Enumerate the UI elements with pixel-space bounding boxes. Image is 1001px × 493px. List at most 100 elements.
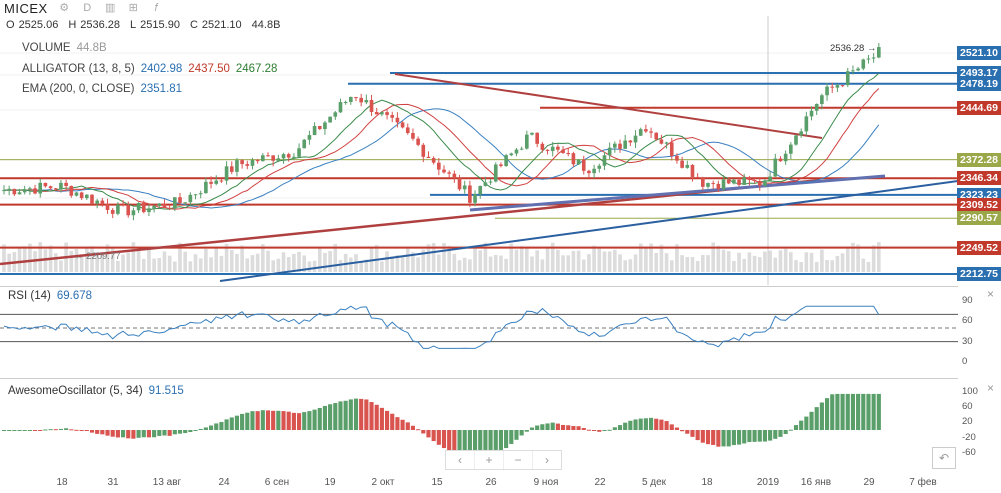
- rsi-legend[interactable]: RSI (14) 69.678: [8, 290, 92, 302]
- candle: [380, 112, 384, 115]
- ao-bar: [747, 430, 752, 443]
- ao-bar: [353, 398, 359, 430]
- ao-bar: [529, 427, 535, 430]
- price-chart[interactable]: [0, 0, 958, 285]
- ao-bar: [721, 430, 726, 447]
- candle: [292, 156, 296, 158]
- volume-bar: [726, 251, 731, 272]
- zoom-in-button[interactable]: +: [475, 451, 504, 469]
- candle: [473, 194, 477, 203]
- candle: [286, 154, 291, 158]
- ao-legend[interactable]: AwesomeOscillator (5, 34) 91.515: [8, 385, 184, 397]
- candle: [219, 180, 224, 182]
- ao-bar: [457, 430, 462, 451]
- ao-bar: [576, 426, 581, 430]
- undo-button[interactable]: ↶: [932, 447, 956, 469]
- ema-legend[interactable]: EMA (200, 0, CLOSE) 2351.81: [22, 83, 182, 95]
- candle: [395, 117, 400, 123]
- zoom-controls: ‹ + − ›: [445, 450, 562, 470]
- alligator-teeth-line: [4, 88, 880, 210]
- ao-bar: [633, 419, 638, 430]
- volume-bar: [457, 260, 462, 272]
- candle: [592, 168, 596, 174]
- ema200-line: [469, 174, 886, 212]
- candle: [193, 194, 198, 196]
- volume-bar: [110, 247, 115, 272]
- volume-bar: [385, 251, 389, 272]
- ao-bar: [322, 405, 328, 430]
- rsi-name: RSI (14): [8, 290, 51, 302]
- volume-bar: [297, 251, 301, 272]
- interval-selector[interactable]: D: [83, 1, 92, 14]
- volume-bar: [866, 261, 871, 272]
- settings-icon[interactable]: ⚙: [59, 1, 70, 14]
- alligator-legend[interactable]: ALLIGATOR (13, 8, 5) 2402.98 2437.50 246…: [22, 63, 277, 75]
- indicators-icon[interactable]: 𝑓: [154, 1, 158, 14]
- volume-bar: [493, 254, 498, 272]
- candle: [255, 159, 260, 162]
- alligator-name: ALLIGATOR (13, 8, 5): [22, 63, 135, 75]
- ao-bar: [245, 412, 250, 430]
- volume-bar: [229, 250, 234, 272]
- ao-bar: [79, 430, 84, 431]
- ao-bar: [835, 393, 840, 430]
- ao-bar: [12, 430, 17, 431]
- ao-bar: [219, 421, 224, 430]
- volume-bar: [509, 243, 514, 272]
- ao-bar: [89, 430, 95, 433]
- candle: [261, 155, 265, 162]
- volume-bar: [22, 246, 27, 272]
- ao-chart[interactable]: [0, 378, 958, 474]
- x-tick: 15: [431, 477, 443, 488]
- candle: [789, 144, 793, 154]
- alligator-teeth: 2437.50: [188, 63, 230, 75]
- compare-icon[interactable]: ⊞: [128, 1, 138, 14]
- candle: [307, 135, 312, 140]
- ao-bar: [260, 410, 265, 430]
- ao-bar: [390, 413, 395, 430]
- close-rsi-icon[interactable]: ×: [987, 287, 995, 301]
- volume-bar: [763, 251, 767, 272]
- volume-bar: [618, 254, 622, 272]
- volume-bar: [359, 261, 363, 272]
- volume-bar: [53, 253, 58, 272]
- candle: [509, 153, 514, 156]
- volume-bar: [374, 244, 379, 272]
- volume-bar: [317, 247, 322, 272]
- candle: [737, 179, 741, 185]
- candle: [204, 181, 208, 194]
- candle: [768, 176, 772, 181]
- candle: [126, 205, 131, 216]
- candle: [405, 127, 410, 134]
- ao-bar: [271, 410, 276, 430]
- scroll-right-button[interactable]: ›: [545, 453, 549, 467]
- ao-bar: [680, 430, 685, 432]
- ao-bar: [586, 429, 592, 431]
- close-ao-icon[interactable]: ×: [987, 381, 995, 395]
- volume-bar: [292, 253, 296, 272]
- volume-bar: [245, 258, 250, 272]
- candle: [22, 189, 27, 193]
- ao-bar: [131, 430, 136, 439]
- ao-bar: [374, 404, 379, 430]
- ao-bar: [876, 393, 881, 430]
- candle: [100, 200, 105, 204]
- symbol-name[interactable]: MICEX: [4, 0, 48, 16]
- candle: [214, 180, 219, 184]
- zoom-out-button[interactable]: −: [504, 451, 533, 469]
- ao-bar: [177, 430, 183, 434]
- candle: [421, 144, 426, 157]
- rsi-chart[interactable]: [0, 286, 958, 378]
- scroll-left-button[interactable]: ‹: [446, 451, 475, 469]
- volume-legend[interactable]: VOLUME 44.8B: [22, 42, 107, 54]
- volume-legend-value: 44.8B: [76, 42, 107, 54]
- ao-bar: [850, 393, 856, 430]
- volume-bar: [43, 249, 48, 272]
- volume-bar: [499, 255, 503, 272]
- candle: [773, 158, 778, 177]
- candle: [312, 126, 317, 136]
- alligator-jaw: 2402.98: [140, 63, 183, 75]
- ao-bar: [716, 430, 721, 447]
- candle: [95, 200, 99, 204]
- chart-type-icon[interactable]: ▥: [104, 1, 116, 14]
